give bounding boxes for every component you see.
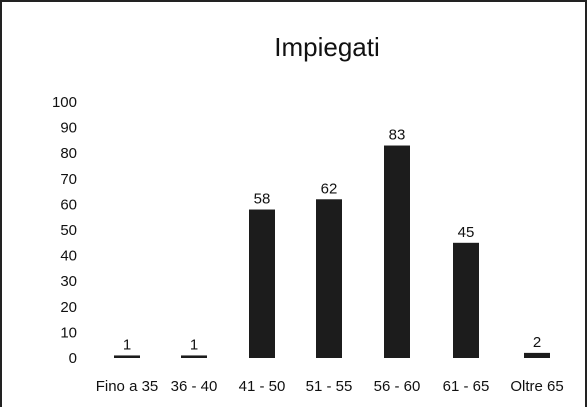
data-labels: 1 1 58 62 83 45 2 — [123, 127, 541, 354]
y-tick-label: 50 — [60, 222, 77, 239]
bar — [249, 209, 275, 358]
y-tick-label: 10 — [60, 324, 77, 341]
y-tick-label: 40 — [60, 248, 77, 265]
bar-data-label: 62 — [321, 180, 338, 197]
bar — [453, 242, 479, 358]
y-tick-label: 20 — [60, 299, 77, 316]
y-tick-label: 0 — [69, 350, 77, 367]
chart-title: Impiegati — [274, 32, 380, 62]
bar-data-label: 45 — [458, 224, 475, 241]
y-tick-label: 80 — [60, 145, 77, 162]
y-tick-label: 60 — [60, 196, 77, 213]
y-axis: 0 10 20 30 40 50 60 70 80 90 100 — [52, 94, 77, 367]
bars — [114, 145, 550, 358]
x-axis: Fino a 35 36 - 40 41 - 50 51 - 55 56 - 60 61 … — [96, 378, 564, 395]
x-category-label: 41 - 50 — [239, 378, 286, 395]
bar — [181, 355, 207, 358]
bar — [384, 145, 410, 358]
bar-data-label: 1 — [123, 336, 131, 353]
x-category-label: 61 - 65 — [443, 378, 490, 395]
x-category-label: 51 - 55 — [306, 378, 353, 395]
y-tick-label: 100 — [52, 94, 77, 111]
bar — [316, 199, 342, 358]
bar — [524, 352, 550, 358]
bar-data-label: 2 — [533, 334, 541, 351]
y-tick-label: 90 — [60, 120, 77, 137]
x-category-label: Fino a 35 — [96, 378, 159, 395]
y-tick-label: 30 — [60, 273, 77, 290]
bar — [114, 355, 140, 358]
x-category-label: 56 - 60 — [374, 378, 421, 395]
y-tick-label: 70 — [60, 171, 77, 188]
x-category-label: 36 - 40 — [171, 378, 218, 395]
bar-data-label: 83 — [389, 127, 406, 144]
bar-data-label: 58 — [254, 191, 271, 208]
x-category-label: Oltre 65 — [510, 378, 563, 395]
bar-data-label: 1 — [190, 336, 198, 353]
